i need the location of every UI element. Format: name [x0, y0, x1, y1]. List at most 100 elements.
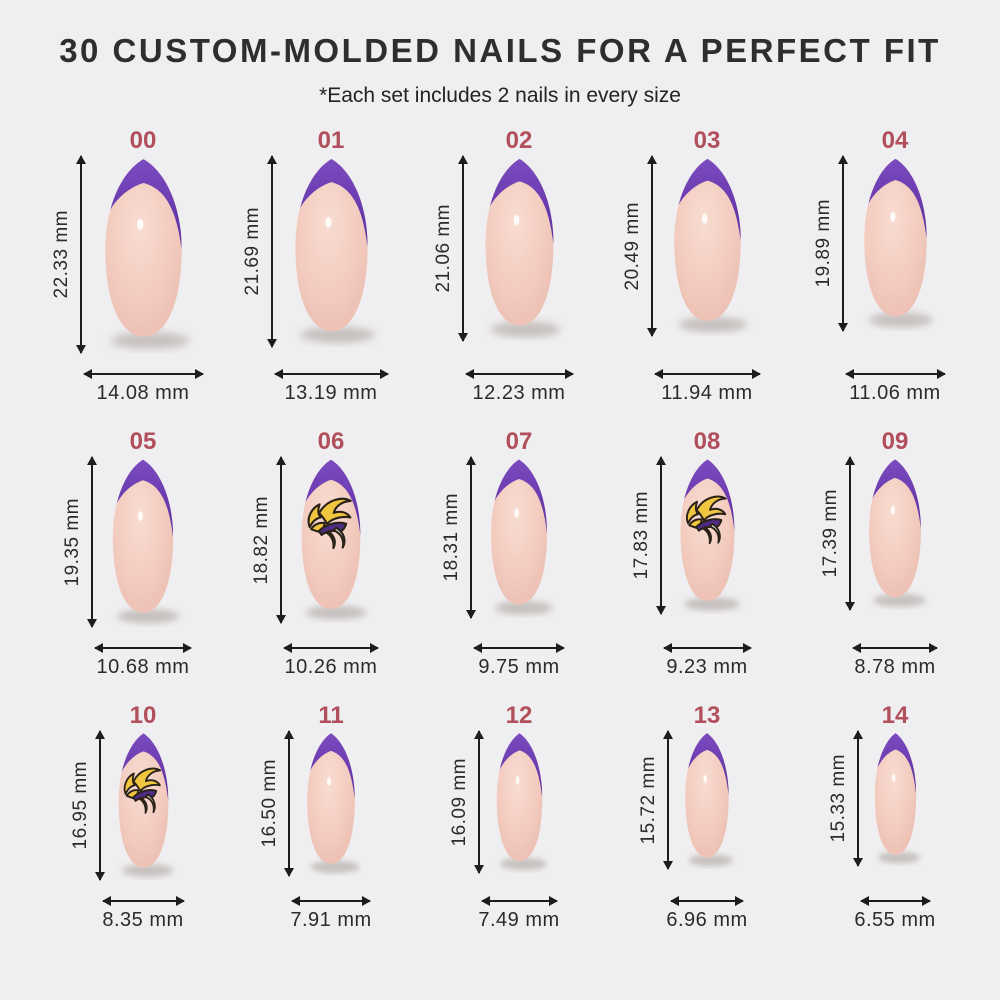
nail-body: [673, 158, 741, 321]
width-measure-group: 10.26 mm: [284, 647, 378, 679]
nail-shadow: [305, 605, 367, 620]
width-measure-group: 10.68 mm: [95, 647, 191, 679]
nail-size-cell-13: 13 15.72 mm 6.96 mm: [594, 701, 782, 932]
height-measure-group: 20.49 mm: [622, 156, 653, 336]
nail-size-cell-07: 07 18.31 mm 9.75 mm: [406, 427, 594, 679]
nail-image: [307, 733, 360, 873]
height-measure-group: 18.82 mm: [251, 457, 282, 623]
nail-body: [307, 733, 355, 864]
nail-size-cell-03: 03 20.49 mm 11.94 mm: [594, 126, 782, 405]
nail-size-cell-02: 02 21.06 mm 12.23 mm: [406, 126, 594, 405]
page-title: 30 CUSTOM-MOLDED NAILS FOR A PERFECT FIT: [59, 32, 941, 69]
height-value-label: 22.33 mm: [50, 210, 72, 299]
height-arrow: [91, 457, 93, 627]
nail-size-row: 10 16.95 mm 8.35 mm 11 16.50 mm 7.91 mm 12 16.0…: [20, 701, 980, 932]
width-value-label: 11.94 mm: [661, 382, 753, 404]
nail-image: [869, 459, 927, 607]
nail-highlight: [889, 211, 895, 222]
height-measure-group: 16.50 mm: [259, 731, 290, 876]
height-value-label: 16.09 mm: [448, 757, 470, 847]
nail-photo-09: [858, 457, 932, 610]
nail-shadow: [495, 601, 553, 615]
height-value-label: 18.82 mm: [251, 495, 272, 585]
nail-image: [104, 159, 189, 349]
height-arrow: [79, 156, 82, 353]
height-value-label: 20.49 mm: [621, 201, 643, 291]
height-arrow: [650, 156, 653, 336]
nail-image: [496, 733, 547, 871]
nail-photo-01: [280, 156, 383, 347]
nail-highlight: [891, 773, 895, 782]
height-arrow: [856, 731, 859, 866]
nail-body: [294, 159, 368, 331]
width-value-label: 14.08 mm: [96, 382, 190, 404]
nail-photo-10: [108, 731, 179, 880]
height-value-label: 19.35 mm: [62, 497, 83, 587]
height-arrow: [849, 457, 851, 610]
height-value-label: 17.39 mm: [820, 489, 841, 578]
width-arrow: [845, 373, 945, 375]
width-value-label: 7.91 mm: [290, 909, 372, 931]
nail-highlight: [701, 213, 707, 224]
nail-photo-06: [289, 457, 373, 623]
width-value-label: 6.96 mm: [666, 909, 748, 931]
nail-measure-area: 19.35 mm: [30, 457, 218, 639]
nail-size-number: 04: [881, 127, 909, 154]
height-measure-group: 19.89 mm: [813, 156, 844, 331]
nail-size-row: 00 22.33 mm 14.08 mm 01 21.69 mm 13.19 mm 02 21…: [20, 126, 980, 405]
nail-measure-area: 16.95 mm: [30, 731, 218, 892]
nail-size-number: 09: [881, 428, 909, 455]
nail-size-cell-08: 08 17.83 mm 9.23 mm: [594, 427, 782, 679]
height-measure-group: 21.69 mm: [242, 156, 273, 347]
nail-size-cell-12: 12 16.09 mm 7.49 mm: [406, 701, 594, 932]
width-value-label: 10.68 mm: [96, 656, 190, 678]
nail-shadow: [688, 854, 734, 867]
nail-size-cell-00: 00 22.33 mm 14.08 mm: [30, 126, 218, 405]
width-value-label: 12.23 mm: [472, 382, 566, 404]
nail-shadow: [872, 593, 927, 607]
height-value-label: 15.72 mm: [638, 755, 659, 845]
width-arrow: [853, 647, 937, 649]
nail-size-cell-11: 11 16.50 mm 7.91 mm: [218, 701, 406, 932]
height-arrow: [667, 731, 669, 869]
nail-photo-04: [851, 156, 940, 331]
nail-measure-area: 15.72 mm: [594, 731, 782, 892]
width-value-label: 10.26 mm: [284, 656, 378, 678]
nail-size-cell-04: 04 19.89 mm 11.06 mm: [782, 126, 970, 405]
nail-photo-08: [669, 457, 746, 614]
width-measure-group: 11.06 mm: [845, 373, 945, 405]
nail-highlight: [137, 511, 143, 521]
nail-size-number: 03: [693, 127, 721, 154]
nail-size-number: 13: [693, 702, 721, 729]
height-value-label: 19.89 mm: [812, 199, 834, 288]
nail-size-number: 01: [317, 127, 345, 154]
height-value-label: 21.69 mm: [241, 207, 263, 296]
nail-measure-area: 16.50 mm: [218, 731, 406, 892]
nail-photo-12: [487, 731, 552, 873]
height-value-label: 15.33 mm: [827, 754, 849, 843]
viking-logo-decal: [123, 767, 161, 814]
nail-image: [491, 459, 553, 615]
nail-highlight: [514, 508, 519, 518]
nail-highlight: [703, 774, 707, 783]
nail-shadow: [121, 864, 173, 877]
nail-shadow: [117, 609, 180, 624]
nail-body: [863, 158, 927, 317]
nail-body: [491, 459, 547, 605]
nail-size-number: 10: [129, 702, 157, 729]
nail-shadow: [678, 317, 747, 333]
nail-measure-area: 15.33 mm: [782, 731, 970, 892]
height-measure-group: 15.33 mm: [828, 731, 859, 866]
nail-body: [869, 459, 921, 598]
width-arrow: [83, 373, 203, 375]
nail-highlight: [324, 216, 331, 228]
nail-size-grid: 00 22.33 mm 14.08 mm 01 21.69 mm 13.19 mm 02 21…: [0, 126, 1000, 932]
height-measure-group: 16.95 mm: [70, 731, 101, 880]
viking-logo-decal: [685, 495, 727, 545]
height-arrow: [98, 731, 101, 880]
height-measure-group: 17.39 mm: [820, 457, 851, 610]
nail-body: [485, 158, 553, 326]
nail-measure-area: 20.49 mm: [594, 156, 782, 365]
nail-size-cell-14: 14 15.33 mm 6.55 mm: [782, 701, 970, 932]
